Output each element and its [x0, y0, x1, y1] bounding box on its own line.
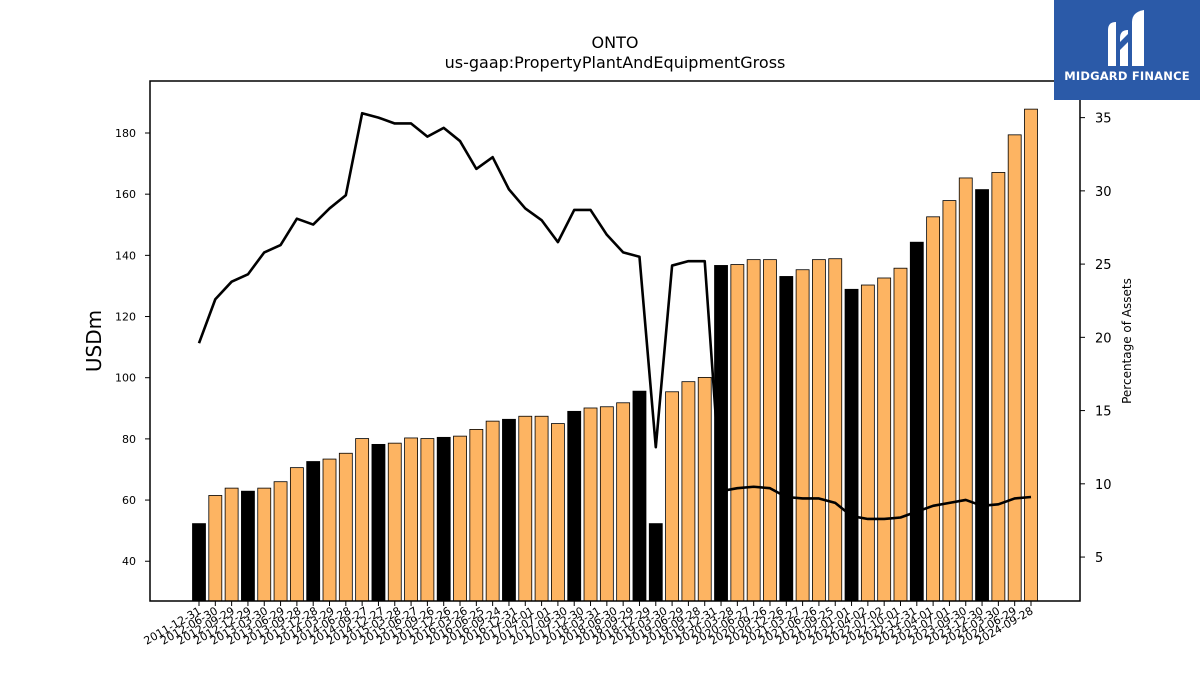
bar-2017-09-30 [567, 410, 582, 602]
bar-2016-12-31 [518, 415, 533, 602]
bar-2015-09-26 [436, 436, 451, 602]
bar-2021-09-25 [828, 258, 843, 602]
bar-2012-09-29 [241, 490, 255, 602]
bar-2018-06-30 [616, 402, 631, 602]
bar-2024-09-28 [1024, 108, 1038, 602]
y2-tick-label-25: 25 [1095, 258, 1112, 273]
bar-2017-04-01 [534, 415, 549, 602]
bar-series [192, 108, 1038, 602]
y-axis-left: 40 60 80 100 120 140 160 180 [115, 127, 150, 568]
bar-2015-12-26 [453, 435, 467, 602]
bar-2018-12-29 [648, 523, 663, 602]
bar-2022-01-01 [844, 288, 859, 602]
bar-2018-03-31 [599, 406, 614, 602]
bar-2024-06-29 [1007, 134, 1022, 602]
bar-2013-03-30 [273, 481, 288, 602]
bar-2013-06-29 [289, 467, 304, 602]
y-axis-right: 5 10 15 20 25 30 35 [1080, 112, 1112, 566]
chart-title: ONTO [592, 33, 639, 52]
y2-tick-label-15: 15 [1095, 405, 1112, 420]
bar-2011-12-31 [192, 523, 206, 602]
bar-2019-09-28 [697, 376, 712, 602]
y-tick-label-160: 160 [115, 188, 136, 201]
y2-tick-label-10: 10 [1095, 478, 1112, 493]
bar-2014-03-29 [338, 452, 353, 602]
bar-2021-06-26 [812, 259, 826, 602]
bar-2019-03-30 [665, 391, 679, 602]
bar-2021-03-27 [795, 269, 810, 602]
y-tick-label-120: 120 [115, 311, 136, 324]
bar-2022-04-02 [860, 284, 875, 602]
bar-2023-04-01 [926, 216, 941, 602]
bar-2012-06-29 [224, 487, 239, 602]
bar-2016-09-24 [502, 418, 516, 602]
line-series [197, 111, 1032, 521]
plot-frame [149, 80, 1081, 602]
y-tick-label-80: 80 [122, 433, 136, 446]
bar-2023-07-01 [942, 200, 957, 602]
bar-2016-06-25 [485, 420, 500, 602]
bar-2020-09-26 [763, 259, 777, 602]
chart-subtitle: us-gaap:PropertyPlantAndEquipmentGross [445, 53, 786, 72]
bar-2023-09-30 [958, 177, 973, 602]
bar-2012-12-29 [257, 487, 272, 602]
bar-2014-06-28 [355, 438, 370, 602]
y-tick-label-100: 100 [115, 372, 136, 385]
y2-tick-label-30: 30 [1095, 185, 1112, 200]
bar-2020-03-28 [730, 264, 745, 602]
bar-2017-07-01 [551, 423, 565, 602]
bar-2013-12-28 [322, 458, 337, 602]
y2-tick-label-20: 20 [1095, 331, 1112, 346]
bar-2012-03-30 [208, 495, 223, 602]
midgard-finance-logo: MIDGARD FINANCE [1054, 0, 1200, 100]
y-tick-label-60: 60 [122, 494, 136, 507]
bar-2022-12-31 [909, 241, 924, 602]
y2-tick-label-5: 5 [1095, 551, 1103, 566]
bar-2018-09-29 [632, 390, 647, 602]
bar-2020-06-27 [746, 259, 761, 602]
y-tick-label-40: 40 [122, 555, 136, 568]
bar-2022-07-02 [877, 277, 892, 602]
bar-2013-09-28 [306, 461, 321, 602]
percentage-of-assets-line [197, 111, 1032, 521]
bar-2022-10-01 [893, 267, 908, 602]
midgard-logo-icon [1108, 10, 1144, 66]
y2-axis-label: Percentage of Assets [1120, 278, 1134, 404]
bar-2019-06-29 [681, 381, 696, 602]
bar-2020-12-26 [779, 276, 794, 602]
bar-2014-12-27 [387, 442, 402, 602]
logo-text: MIDGARD FINANCE [1064, 69, 1190, 83]
bar-2015-03-28 [404, 437, 418, 602]
bar-2015-06-27 [420, 438, 435, 602]
y-tick-label-140: 140 [115, 249, 136, 262]
y-tick-label-180: 180 [115, 127, 136, 140]
bar-2014-09-27 [371, 443, 386, 602]
bar-2024-03-30 [991, 172, 1006, 602]
bar-2017-12-30 [583, 407, 598, 602]
x-axis: 2011-12-312012-06-302012-09-292012-12-29… [142, 601, 1036, 648]
y-axis-label: USDm [82, 310, 106, 372]
bar-2016-03-26 [469, 428, 484, 602]
y2-tick-label-35: 35 [1095, 112, 1112, 127]
bar-2023-12-30 [975, 189, 989, 602]
